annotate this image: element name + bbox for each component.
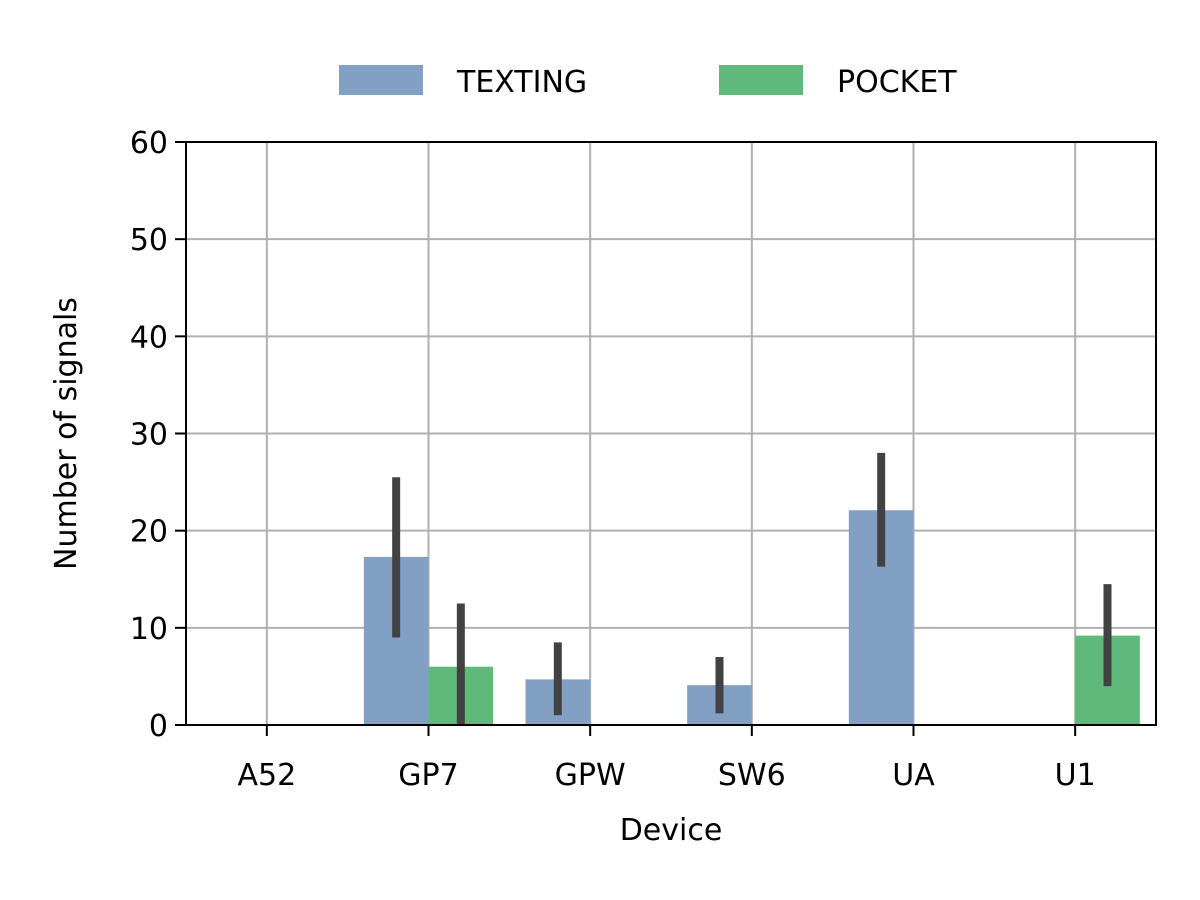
legend-swatch-texting [339,65,423,95]
legend-label-pocket: POCKET [837,65,957,100]
x-tick-label-sw6: SW6 [718,758,786,793]
x-axis-title: Device [620,813,723,848]
y-tick-label-0: 0 [149,709,168,744]
x-tick-label-gp7: GP7 [398,758,458,793]
legend: TEXTING POCKET [339,65,957,100]
legend-label-texting: TEXTING [456,65,587,100]
legend-swatch-pocket [719,65,803,95]
y-tick-label-40: 40 [130,320,168,355]
x-tick-label-u1: U1 [1055,758,1096,793]
y-tick-label-60: 60 [130,126,168,161]
y-tick-label-30: 30 [130,418,168,453]
x-tick-label-gpw: GPW [555,758,626,793]
y-tick-label-50: 50 [130,223,168,258]
y-axis-ticks: 0 10 20 30 40 50 60 [130,126,186,744]
error-bars [392,452,1112,725]
x-tick-label-ua: UA [892,758,935,793]
x-tick-label-a52: A52 [237,758,296,793]
grid [186,141,1156,726]
y-tick-label-20: 20 [130,515,168,550]
y-tick-label-10: 10 [130,612,168,647]
x-axis-ticks: A52 GP7 GPW SW6 UA U1 [237,725,1096,793]
y-axis-title: Number of signals [49,297,84,570]
